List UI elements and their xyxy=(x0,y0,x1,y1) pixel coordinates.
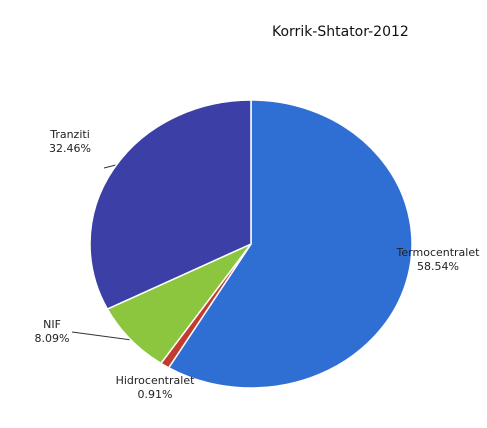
leader-line xyxy=(71,331,133,341)
category-label: NIF xyxy=(43,318,61,331)
slice-label: Termocentralet 58.54% xyxy=(396,246,480,274)
value-label: 0.91% xyxy=(137,388,173,401)
pie-slice xyxy=(89,99,252,311)
value-label: 8.09% xyxy=(34,332,70,345)
category-label: Tranziti xyxy=(50,128,90,141)
category-label: Hidrocentralet xyxy=(115,374,195,387)
slice-label: Tranziti 32.46% xyxy=(30,128,110,156)
slice-label: NIF 8.09% xyxy=(20,318,84,346)
slice-label: Hidrocentralet 0.91% xyxy=(110,374,200,402)
category-label: Termocentralet xyxy=(396,246,480,259)
value-label: 58.54% xyxy=(417,260,459,273)
value-label: 32.46% xyxy=(49,142,91,155)
chart-title: Korrik-Shtator-2012 xyxy=(272,24,409,40)
pie-slice xyxy=(167,99,413,389)
